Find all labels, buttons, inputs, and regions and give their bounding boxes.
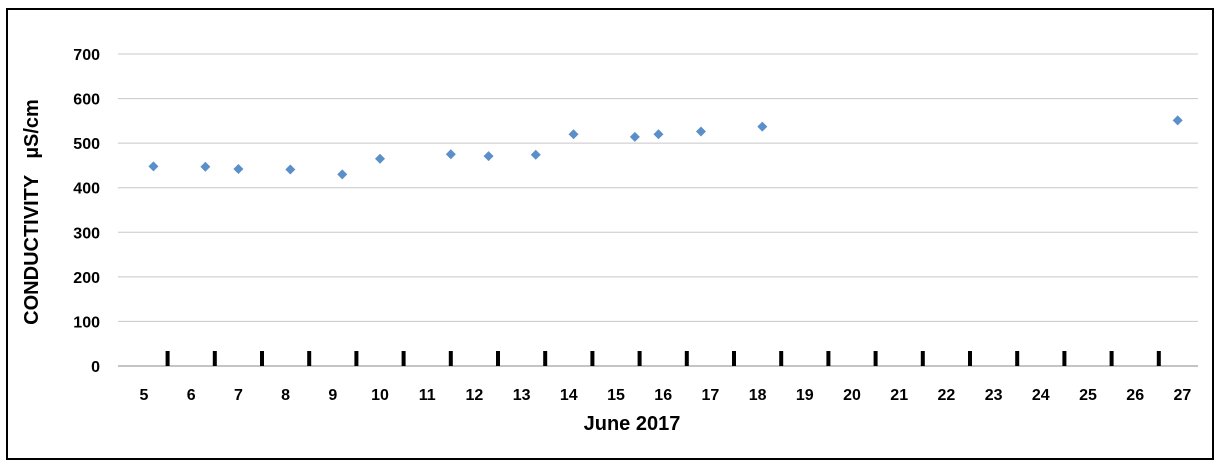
chart-frame [6, 8, 1214, 460]
gridlines [118, 53, 1198, 367]
y-tick-label: 500 [73, 136, 100, 153]
day-marker [1015, 351, 1020, 366]
x-tick-label: 19 [796, 387, 814, 404]
x-tick-label: 6 [187, 387, 196, 404]
x-tick-label: 17 [702, 387, 720, 404]
x-tick-label: 18 [749, 387, 767, 404]
day-marker [212, 351, 217, 366]
data-point [445, 149, 456, 160]
data-point [695, 126, 706, 137]
data-point [568, 129, 579, 140]
x-tick-label: 8 [281, 387, 290, 404]
day-marker [1062, 351, 1067, 366]
day-marker [1156, 351, 1161, 366]
day-marker [401, 351, 406, 366]
day-marker [637, 351, 642, 366]
x-tick-label: 13 [513, 387, 531, 404]
day-marker [590, 351, 595, 366]
day-marker [307, 351, 312, 366]
x-tick-label: 16 [654, 387, 672, 404]
day-marker [1109, 351, 1114, 366]
data-point [530, 149, 541, 160]
day-marker [968, 351, 972, 366]
x-tick-label: 22 [938, 387, 956, 404]
y-axis-title: CONDUCTIVITY µS/cm [21, 99, 43, 325]
x-tick-labels: 5 6 7 8 9 10 11 12 13 14 15 16 17 18 19 20 21 22 23 24 25 26 2… [140, 387, 1192, 404]
day-marker [496, 351, 500, 366]
day-marker [779, 351, 784, 366]
day-marker [354, 351, 359, 366]
day-marker [920, 351, 925, 366]
data-points [148, 115, 1183, 180]
data-point [148, 161, 159, 172]
y-tick-label: 600 [73, 92, 100, 109]
y-tick-label: 100 [73, 314, 100, 331]
x-tick-label: 27 [1174, 387, 1192, 404]
x-tick-label: 26 [1126, 387, 1144, 404]
x-tick-label: 14 [560, 387, 578, 404]
day-marker [165, 351, 170, 366]
day-marker [732, 351, 736, 366]
y-tick-label: 700 [73, 47, 100, 64]
x-day-markers [165, 351, 1161, 366]
x-tick-label: 10 [371, 387, 389, 404]
y-tick-label: 400 [73, 181, 100, 198]
x-tick-label: 20 [843, 387, 861, 404]
x-tick-label: 21 [890, 387, 908, 404]
data-point [1172, 115, 1183, 126]
data-point [337, 169, 348, 180]
x-axis-title: June 2017 [584, 413, 681, 435]
data-point [483, 151, 494, 162]
y-tick-label: 200 [73, 270, 100, 287]
x-tick-label: 9 [328, 387, 337, 404]
data-point [233, 163, 244, 174]
day-marker [260, 351, 264, 366]
day-marker [826, 351, 831, 366]
x-tick-label: 23 [985, 387, 1003, 404]
day-marker [543, 351, 548, 366]
data-point [757, 121, 768, 132]
y-tick-label: 300 [73, 225, 100, 242]
x-tick-label: 12 [466, 387, 484, 404]
x-tick-label: 7 [234, 387, 243, 404]
y-tick-labels: 0 100 200 300 400 500 600 700 [73, 47, 100, 376]
x-tick-label: 25 [1079, 387, 1097, 404]
x-tick-label: 24 [1032, 387, 1050, 404]
day-marker [684, 351, 689, 366]
x-tick-label: 11 [419, 387, 436, 404]
data-point [200, 161, 211, 172]
day-marker [448, 351, 453, 366]
day-marker [873, 351, 878, 366]
data-point [629, 131, 640, 142]
data-point [285, 164, 296, 175]
x-tick-label: 15 [607, 387, 625, 404]
y-tick-label: 0 [91, 359, 100, 376]
data-point [653, 129, 664, 140]
x-tick-label: 5 [140, 387, 149, 404]
data-point [375, 153, 385, 164]
